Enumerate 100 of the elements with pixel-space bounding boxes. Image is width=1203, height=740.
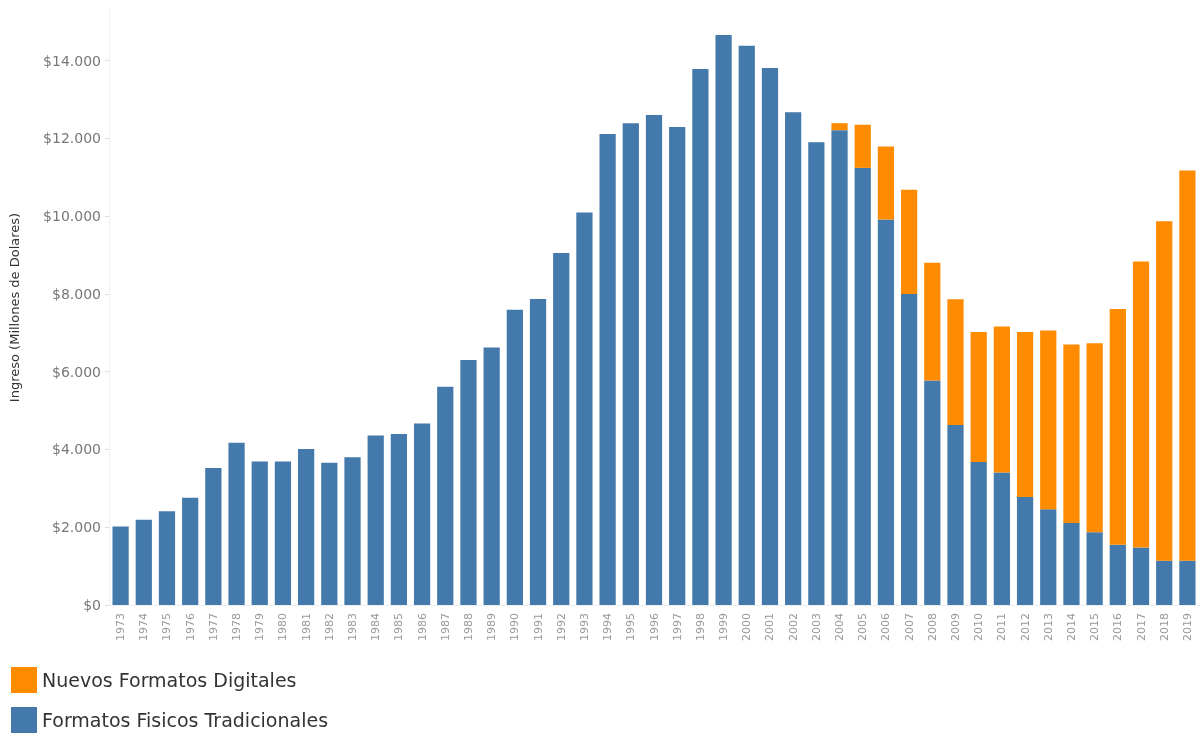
bar [1063,344,1080,523]
x-tick-label: 1973 [114,613,128,641]
bar [1086,532,1103,605]
bar [761,67,779,605]
bar [1086,343,1103,533]
legend-label: Formatos Fisicos Tradicionales [42,709,329,731]
x-tick-label: 1989 [485,613,499,641]
bar [900,293,918,605]
bar [808,142,825,605]
x-tick-label: 1987 [438,613,452,641]
bar [1040,509,1057,605]
x-tick-label: 1978 [230,613,244,641]
bar [1016,332,1034,497]
bar [321,462,338,605]
y-tick-label: $14.000 [43,52,101,69]
bar [1109,544,1126,605]
x-tick-label: 2017 [1134,613,1148,641]
y-tick-label: $10.000 [43,208,101,225]
bar [831,130,848,605]
bar [993,326,1010,473]
x-tick-label: 2006 [879,613,893,641]
x-tick-label: 1976 [183,613,197,641]
x-tick-label: 2019 [1180,613,1194,641]
x-tick-label: 2000 [740,613,754,641]
x-tick-label: 1990 [508,613,522,641]
bar [692,69,709,605]
bar [158,511,176,605]
x-tick-label: 2005 [856,613,870,641]
bar [367,435,384,605]
bar [112,526,129,605]
x-tick-label: 2012 [1018,613,1032,641]
x-tick-label: 1982 [322,613,336,641]
x-tick-label: 1980 [276,613,290,641]
bar [1156,221,1173,561]
bar [947,299,964,425]
bar [228,442,245,605]
bar [877,146,895,220]
y-tick-label: $8.000 [52,285,101,302]
bar [1109,309,1126,545]
x-tick-label: 2014 [1064,613,1078,641]
x-tick-label: 2002 [786,613,800,641]
bar [1132,547,1150,605]
bar [298,449,315,605]
bar [413,423,431,605]
bar [669,127,686,605]
x-tick-label: 2010 [972,613,986,641]
bar [251,461,268,605]
x-tick-label: 1994 [601,613,615,641]
bar [645,115,663,605]
bar [877,219,895,605]
y-axis-title: Ingreso (Millones de Dolares) [7,212,22,403]
bar [1132,261,1150,548]
bar [1040,330,1057,510]
bar [390,433,408,605]
x-tick-label: 1979 [253,613,267,641]
x-tick-label: 1991 [531,613,545,641]
bar [1156,560,1173,605]
bar [622,123,639,605]
bar [1063,522,1080,605]
x-tick-label: 1997 [670,613,684,641]
x-tick-label: 1981 [299,613,313,641]
bar [831,123,848,131]
x-tick-label: 2003 [809,613,823,641]
x-tick-label: 2004 [833,613,847,641]
x-tick-label: 1988 [461,613,475,641]
x-tick-label: 1995 [624,613,638,641]
bar [529,298,547,605]
bar [135,519,152,605]
bar [506,309,523,605]
bar [182,497,199,605]
bar [1179,170,1196,561]
x-tick-label: 1999 [717,613,731,641]
x-tick-label: 1983 [346,613,360,641]
x-tick-label: 2013 [1041,613,1055,641]
legend-label: Nuevos Formatos Digitales [42,669,297,691]
bar [993,472,1010,605]
x-tick-label: 1996 [647,613,661,641]
bar [437,386,454,605]
bar [576,212,593,605]
x-tick-label: 1992 [554,613,568,641]
bar [599,134,616,605]
x-tick-label: 2018 [1157,613,1171,641]
x-tick-label: 1993 [577,613,591,641]
bar [924,380,941,605]
x-tick-label: 1984 [369,613,383,641]
x-tick-label: 1986 [415,613,429,641]
x-tick-label: 1974 [137,613,151,641]
bar [738,45,755,605]
bar [924,262,941,381]
bar [344,457,361,605]
bar [715,34,732,605]
y-tick-label: $0 [83,597,101,613]
x-tick-label: 2008 [925,613,939,641]
bar [970,332,987,462]
y-tick-label: $6.000 [52,363,101,380]
bar [854,124,871,168]
y-tick-label: $4.000 [52,441,101,458]
x-tick-label: 1975 [160,613,174,641]
x-tick-label: 2007 [902,613,916,641]
bar [483,347,500,605]
